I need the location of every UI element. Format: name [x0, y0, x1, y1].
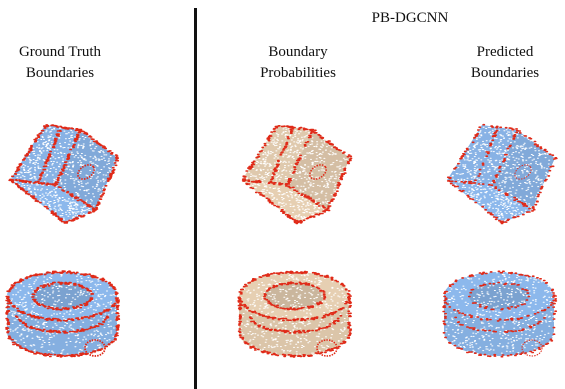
- point-speckle: [450, 126, 517, 185]
- pointcloud-probabilities-cube: [241, 125, 353, 225]
- cube-hole: [514, 164, 532, 180]
- column-label-predicted: Predicted Boundaries: [445, 42, 565, 84]
- cube-face-front: [447, 180, 532, 223]
- point-speckle: [444, 272, 556, 356]
- ring-side-hole: [316, 339, 338, 357]
- column-label-line-2: Probabilities: [260, 65, 336, 81]
- cube-face-top: [242, 125, 312, 185]
- column-label-line-1: Predicted: [476, 44, 534, 60]
- ring-side-hole: [521, 339, 543, 357]
- column-divider: [194, 8, 197, 389]
- boundary-points: [442, 270, 558, 358]
- boundary-points: [237, 270, 353, 358]
- boundary-points: [446, 123, 558, 225]
- column-label-line-2: Boundaries: [470, 65, 540, 81]
- ring-side-hole: [84, 339, 106, 357]
- column-label-ground-truth: Ground Truth Boundaries: [0, 42, 120, 84]
- boundary-points: [8, 124, 120, 224]
- cube-hole: [77, 164, 95, 180]
- point-speckle: [246, 180, 327, 222]
- ring-hole: [469, 283, 529, 309]
- ring-hole: [32, 283, 92, 309]
- method-title: PB-DGCNN: [371, 10, 449, 26]
- column-label-line-1: Boundary: [268, 44, 328, 60]
- cube-face-front: [242, 180, 327, 223]
- point-speckle: [494, 131, 556, 209]
- column-label-line-1: Ground Truth: [18, 44, 102, 60]
- cube-hole: [309, 164, 327, 180]
- cube-face-top: [10, 125, 80, 185]
- pointcloud-predicted-ring: [442, 270, 558, 358]
- pointcloud-probabilities-ring: [237, 270, 353, 358]
- boundary-points: [241, 125, 353, 225]
- pointcloud-ground-truth-ring: [5, 270, 121, 358]
- pointcloud-ground-truth-cube: [8, 124, 120, 224]
- column-label-line-2: Boundaries: [25, 65, 95, 81]
- point-speckle: [288, 132, 348, 209]
- boundary-points: [5, 270, 121, 358]
- cube-face-right: [55, 130, 118, 210]
- column-label-probabilities: Boundary Probabilities: [238, 42, 358, 84]
- cube-face-top: [447, 125, 517, 185]
- point-speckle: [453, 180, 532, 221]
- cube-face-right: [492, 130, 555, 210]
- pointcloud-predicted-cube: [446, 123, 558, 225]
